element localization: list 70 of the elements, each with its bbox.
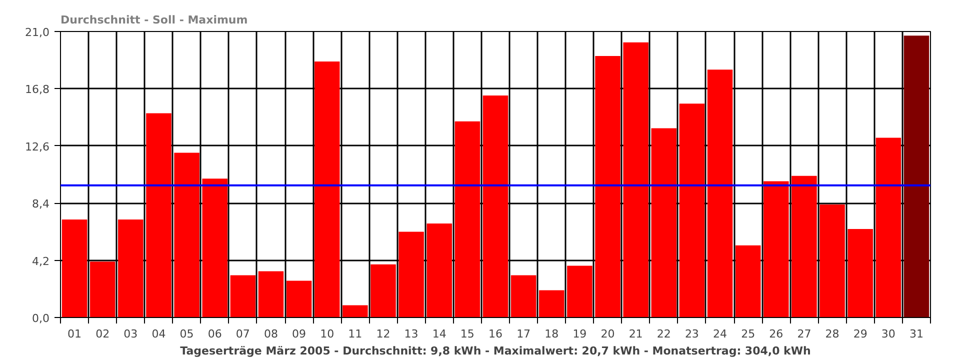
x-axis-title: Tageserträge März 2005 - Durchschnitt: 9,8 kWh - Maximalwert: 20,7 kWh - Monatsertrag: 304,0 kWh: [180, 344, 811, 358]
bar: [595, 56, 620, 318]
x-tick-label: 26: [769, 328, 784, 340]
x-tick-label: 18: [544, 328, 559, 340]
y-tick-label: 4,2: [32, 254, 50, 268]
x-tick-label: 02: [96, 328, 110, 340]
bar: [651, 128, 677, 318]
x-tick-label: 04: [152, 328, 166, 340]
x-tick-label: 15: [460, 328, 474, 340]
bar: [623, 42, 648, 318]
bar: [398, 232, 424, 318]
bar: [454, 121, 480, 318]
x-tick-label: 11: [348, 328, 362, 340]
x-tick-label: 13: [404, 328, 418, 340]
x-tick-label: 31: [909, 328, 924, 340]
x-tick-label: 16: [488, 328, 502, 340]
bar: [230, 275, 256, 318]
x-tick-label: 07: [236, 328, 250, 340]
x-tick-label: 22: [656, 328, 671, 340]
bar: [764, 181, 789, 318]
y-tick-label: 16,8: [25, 83, 50, 96]
y-tick-label: 0,0: [32, 312, 50, 325]
bar: [62, 219, 88, 318]
bar: [370, 264, 396, 318]
bar: [567, 266, 592, 318]
x-tick-label: 17: [516, 328, 531, 340]
x-tick-label: 24: [713, 328, 728, 340]
bar: [314, 61, 340, 318]
x-tick-label: 27: [797, 328, 812, 340]
bar: [848, 228, 873, 318]
bar: [707, 70, 733, 318]
x-tick-label: 29: [853, 328, 868, 340]
x-tick-label: 20: [600, 328, 615, 340]
bar: [539, 290, 564, 318]
bar: [258, 271, 284, 318]
bar: [482, 96, 508, 318]
bar: [118, 219, 144, 318]
bar: [792, 176, 817, 318]
x-tick-label: 21: [628, 328, 643, 340]
bar: [146, 113, 172, 318]
bar: [174, 152, 200, 318]
bar: [90, 262, 116, 318]
bar: [679, 104, 705, 318]
x-tick-label: 03: [124, 328, 138, 340]
bar: [876, 138, 902, 318]
bar: [820, 204, 845, 318]
x-tick-label: 25: [741, 328, 756, 340]
x-tick-label: 05: [180, 328, 194, 340]
x-tick-label: 30: [881, 328, 896, 340]
x-tick-label: 28: [825, 328, 840, 340]
bar: [510, 275, 536, 318]
x-tick-label: 08: [264, 328, 278, 340]
x-tick-label: 06: [208, 328, 222, 340]
x-tick-label: 19: [572, 328, 587, 340]
x-tick-label: 12: [376, 328, 390, 340]
bar: [202, 178, 228, 318]
y-tick-label: 8,4: [32, 198, 50, 211]
x-tick-label: 23: [684, 328, 699, 340]
x-tick-label: 10: [320, 328, 334, 340]
y-tick-label: 12,6: [25, 140, 50, 154]
bar: [426, 224, 452, 318]
y-tick-label: 21,0: [25, 26, 50, 39]
x-tick-label: 09: [292, 328, 306, 340]
chart-title: Durchschnitt - Soll - Maximum: [60, 14, 248, 26]
bar: [342, 305, 368, 318]
bar: [904, 36, 930, 318]
x-tick-label: 14: [432, 328, 446, 340]
bar: [286, 280, 312, 318]
bar: [735, 245, 761, 318]
x-tick-label: 01: [68, 328, 82, 340]
